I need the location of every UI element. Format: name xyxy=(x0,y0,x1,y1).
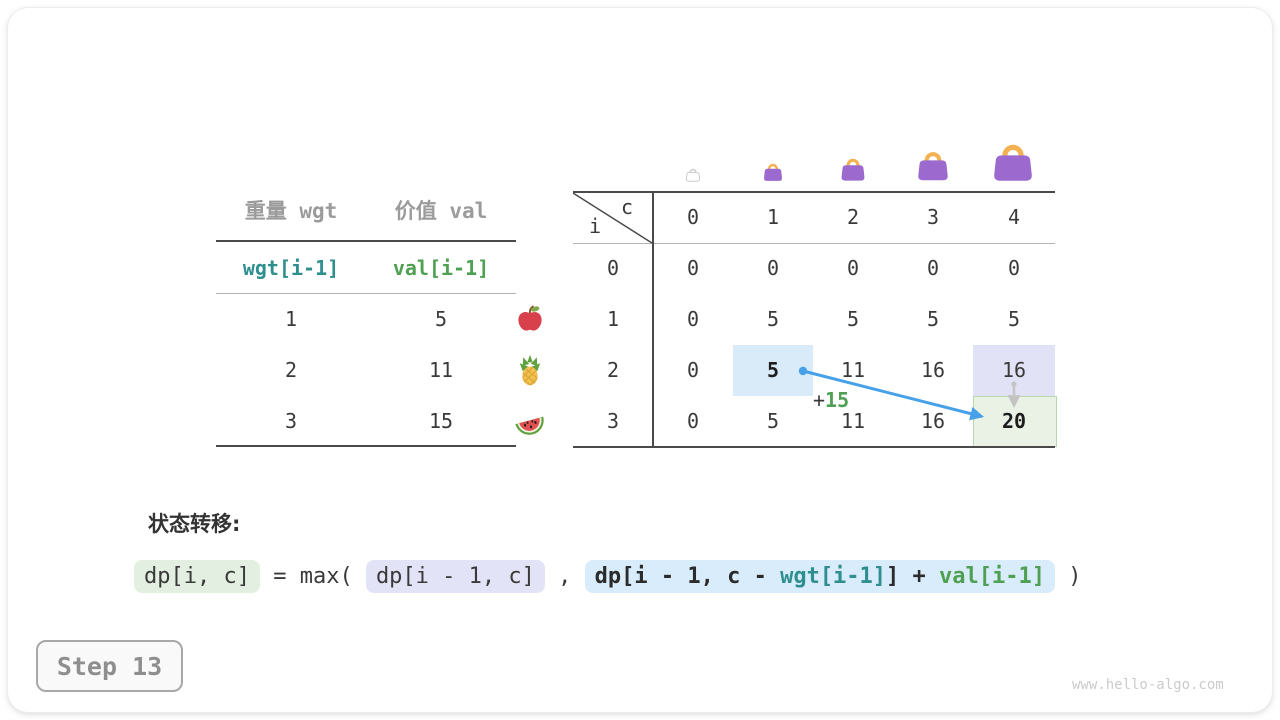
dp-cell-0-0: 0 xyxy=(686,256,700,280)
dp-row-variable: i xyxy=(589,214,602,238)
items-table-subheader: wgt[i-1] val[i-1] xyxy=(216,243,516,294)
watermelon-icon xyxy=(512,405,548,441)
dp-col-header-4: 4 xyxy=(1007,205,1021,229)
dp-cell-0-3: 0 xyxy=(926,256,940,280)
dp-col-header-1: 1 xyxy=(766,205,780,229)
item-1-weight: 1 xyxy=(284,307,298,331)
items-sub-val: val[i-1] xyxy=(392,256,490,280)
dp-table-rule-vertical xyxy=(652,191,654,447)
step-badge: Step 13 xyxy=(36,640,183,692)
items-table: 重量 wgt 价值 val wgt[i-1] val[i-1] 1 5 2 11… xyxy=(216,186,516,448)
dp-cell-1-2: 5 xyxy=(846,307,860,331)
added-value: 15 xyxy=(825,388,850,412)
site-watermark: www.hello-algo.com xyxy=(1072,677,1224,693)
transition-formula: dp[i, c] = max( dp[i - 1, c] , dp[i - 1,… xyxy=(134,560,1082,593)
dp-cell-3-0: 0 xyxy=(686,409,700,433)
items-col-weight: 重量 wgt xyxy=(244,199,338,223)
transition-label: 状态转移: xyxy=(148,512,241,536)
item-2-value: 11 xyxy=(428,358,454,382)
dp-col-variable: c xyxy=(621,195,634,219)
dp-row-header-0: 0 xyxy=(606,256,620,280)
take-wgt-term: wgt[i-1] xyxy=(780,564,887,589)
formula-eq-max: = max( xyxy=(259,564,366,589)
dp-col-header-2: 2 xyxy=(846,205,860,229)
diagram-panel xyxy=(8,8,1272,712)
dp-table-rule-top xyxy=(573,191,1055,193)
items-table-header: 重量 wgt 价值 val xyxy=(216,186,516,236)
dp-cell-1-4: 5 xyxy=(1007,307,1021,331)
dp-cell-3-4-result: 20 xyxy=(1001,409,1027,433)
take-val-term: val[i-1] xyxy=(939,564,1045,589)
formula-lhs: dp[i, c] xyxy=(134,560,260,593)
bag-icon-capacity-2 xyxy=(839,154,867,182)
items-col-value: 价值 val xyxy=(394,199,488,223)
dp-cell-3-3: 16 xyxy=(920,409,946,433)
dp-col-header-0: 0 xyxy=(686,205,700,229)
dp-cell-0-4: 0 xyxy=(1007,256,1021,280)
item-row-2: 2 11 xyxy=(216,345,516,396)
dp-cell-2-0: 0 xyxy=(686,358,700,382)
dp-corner-cell: c i xyxy=(573,192,653,244)
plus-sign: + xyxy=(813,388,826,412)
dp-cell-3-1: 5 xyxy=(766,409,780,433)
item-2-weight: 2 xyxy=(284,358,298,382)
item-row-1: 1 5 xyxy=(216,294,516,345)
formula-option-take: dp[i - 1, c - wgt[i-1]] + val[i-1] xyxy=(584,560,1055,593)
take-prefix: dp[i - 1, c - xyxy=(594,564,781,589)
corner-diagonal-line xyxy=(573,192,653,244)
item-3-value: 15 xyxy=(428,409,454,433)
dp-cell-1-1: 5 xyxy=(766,307,780,331)
dp-cell-0-1: 0 xyxy=(766,256,780,280)
dp-cell-0-2: 0 xyxy=(846,256,860,280)
item-3-weight: 3 xyxy=(284,409,298,433)
bag-icon-capacity-0 xyxy=(685,166,701,182)
bag-icon-capacity-4 xyxy=(990,137,1036,183)
plus-value-annotation: +15 xyxy=(813,388,849,412)
pineapple-icon xyxy=(513,353,547,387)
items-table-rule-mid xyxy=(216,293,516,294)
bag-icon-capacity-1 xyxy=(762,160,784,182)
dp-cell-2-1-source: 5 xyxy=(766,358,780,382)
items-table-rule-top xyxy=(216,240,516,242)
bag-icon-capacity-3 xyxy=(915,146,951,182)
formula-option-keep: dp[i - 1, c] xyxy=(365,560,545,593)
take-mid: ] + xyxy=(886,564,940,589)
formula-comma: , xyxy=(544,564,585,589)
item-1-value: 5 xyxy=(434,307,448,331)
item-row-3: 3 15 xyxy=(216,396,516,447)
dp-row-header-3: 3 xyxy=(606,409,620,433)
dp-cell-2-4-compare: 16 xyxy=(1001,358,1027,382)
dp-table-rule-bottom xyxy=(573,446,1055,448)
dp-cell-1-3: 5 xyxy=(926,307,940,331)
dp-row-header-2: 2 xyxy=(606,358,620,382)
items-sub-wgt: wgt[i-1] xyxy=(242,256,340,280)
dp-table-rule-header xyxy=(573,243,1055,244)
formula-close-paren: ) xyxy=(1055,564,1082,589)
dp-col-header-3: 3 xyxy=(926,205,940,229)
dp-row-header-1: 1 xyxy=(606,307,620,331)
dp-cell-1-0: 0 xyxy=(686,307,700,331)
dp-cell-2-3: 16 xyxy=(920,358,946,382)
items-table-rule-bottom xyxy=(216,445,516,447)
apple-icon xyxy=(514,303,546,335)
